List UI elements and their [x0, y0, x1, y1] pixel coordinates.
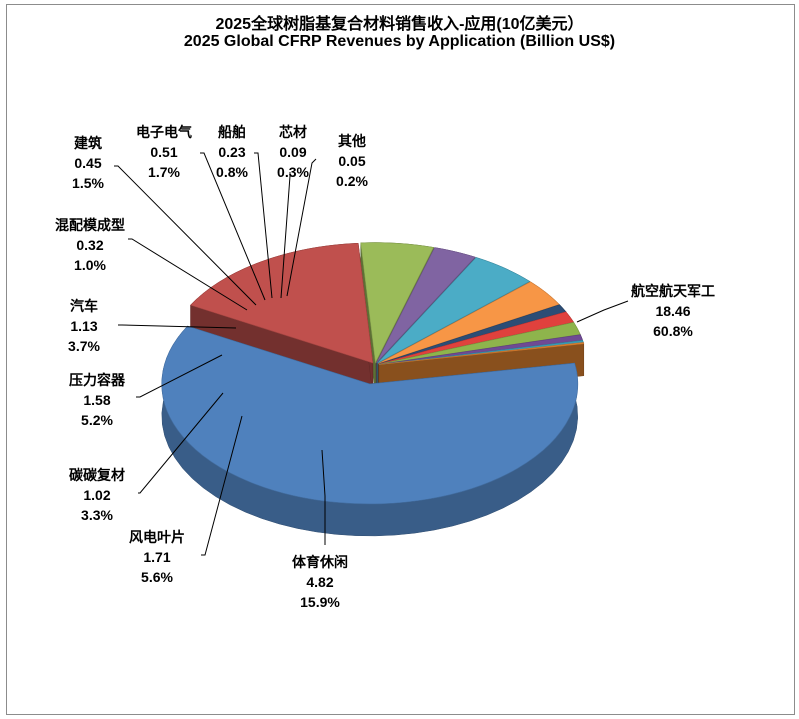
slice-label: 航空航天军工: [631, 283, 715, 299]
slice-label: 汽车: [70, 298, 98, 314]
slice-value: 0.45: [74, 155, 101, 171]
pie-slice-4: [377, 257, 531, 364]
chart-title: 2025全球树脂基复合材料销售收入-应用(10亿美元）: [215, 16, 584, 33]
slice-label: 其他: [338, 133, 366, 149]
slice-percent: 60.8%: [653, 323, 693, 339]
slice-percent: 1.5%: [72, 175, 104, 191]
slice-value: 0.32: [76, 237, 103, 253]
slice-label: 压力容器: [69, 372, 126, 388]
slice-value: 1.13: [70, 318, 97, 334]
slice-label: 船舶: [218, 124, 246, 140]
chart-subtitle: 2025 Global CFRP Revenues by Application…: [183, 33, 616, 50]
leader-line: [254, 152, 273, 299]
leader-line: [321, 449, 326, 545]
slice-percent: 5.2%: [81, 412, 113, 428]
pie-slice-5: [378, 281, 560, 364]
slice-label: 建筑: [74, 135, 102, 151]
slice-value: 4.82: [306, 574, 333, 590]
slice-percent: 3.7%: [68, 338, 100, 354]
slice-percent: 0.3%: [277, 164, 309, 180]
slice-value: 18.46: [655, 303, 690, 319]
slice-value: 0.51: [150, 144, 177, 160]
leader-line: [114, 165, 257, 306]
slice-label: 碳碳复材: [69, 467, 125, 483]
leader-line: [138, 392, 224, 494]
pie-slice-3: [376, 247, 476, 363]
slice-value: 1.58: [83, 392, 110, 408]
slice-value: 0.23: [218, 144, 245, 160]
slice-percent: 1.0%: [74, 257, 106, 273]
slice-value: 1.71: [143, 549, 170, 565]
slice-value: 0.05: [338, 153, 365, 169]
slice-percent: 15.9%: [300, 594, 340, 610]
leader-line: [280, 172, 291, 299]
slice-percent: 0.8%: [216, 164, 248, 180]
pie-slice-2: [360, 242, 434, 364]
leader-line: [128, 238, 248, 311]
slice-value: 0.09: [279, 144, 306, 160]
leader-line: [118, 324, 237, 329]
slice-label: 芯材: [279, 124, 307, 140]
slice-label: 风电叶片: [129, 529, 185, 545]
pie-slice-0: [161, 325, 579, 505]
pie-slice-1: [190, 242, 374, 364]
slice-percent: 5.6%: [141, 569, 173, 585]
leader-line: [201, 415, 243, 556]
leader-line: [136, 354, 223, 398]
leader-line: [576, 300, 629, 323]
slice-percent: 3.3%: [81, 507, 113, 523]
slice-label: 体育休闲: [292, 554, 348, 570]
slice-label: 电子电气: [136, 124, 192, 140]
slice-percent: 1.7%: [148, 164, 180, 180]
leader-line: [286, 158, 317, 297]
slice-label: 混配模成型: [55, 217, 125, 233]
leader-line: [200, 152, 266, 301]
slice-percent: 0.2%: [336, 173, 368, 189]
slice-value: 1.02: [83, 487, 110, 503]
pie-slice-11: [378, 342, 585, 365]
